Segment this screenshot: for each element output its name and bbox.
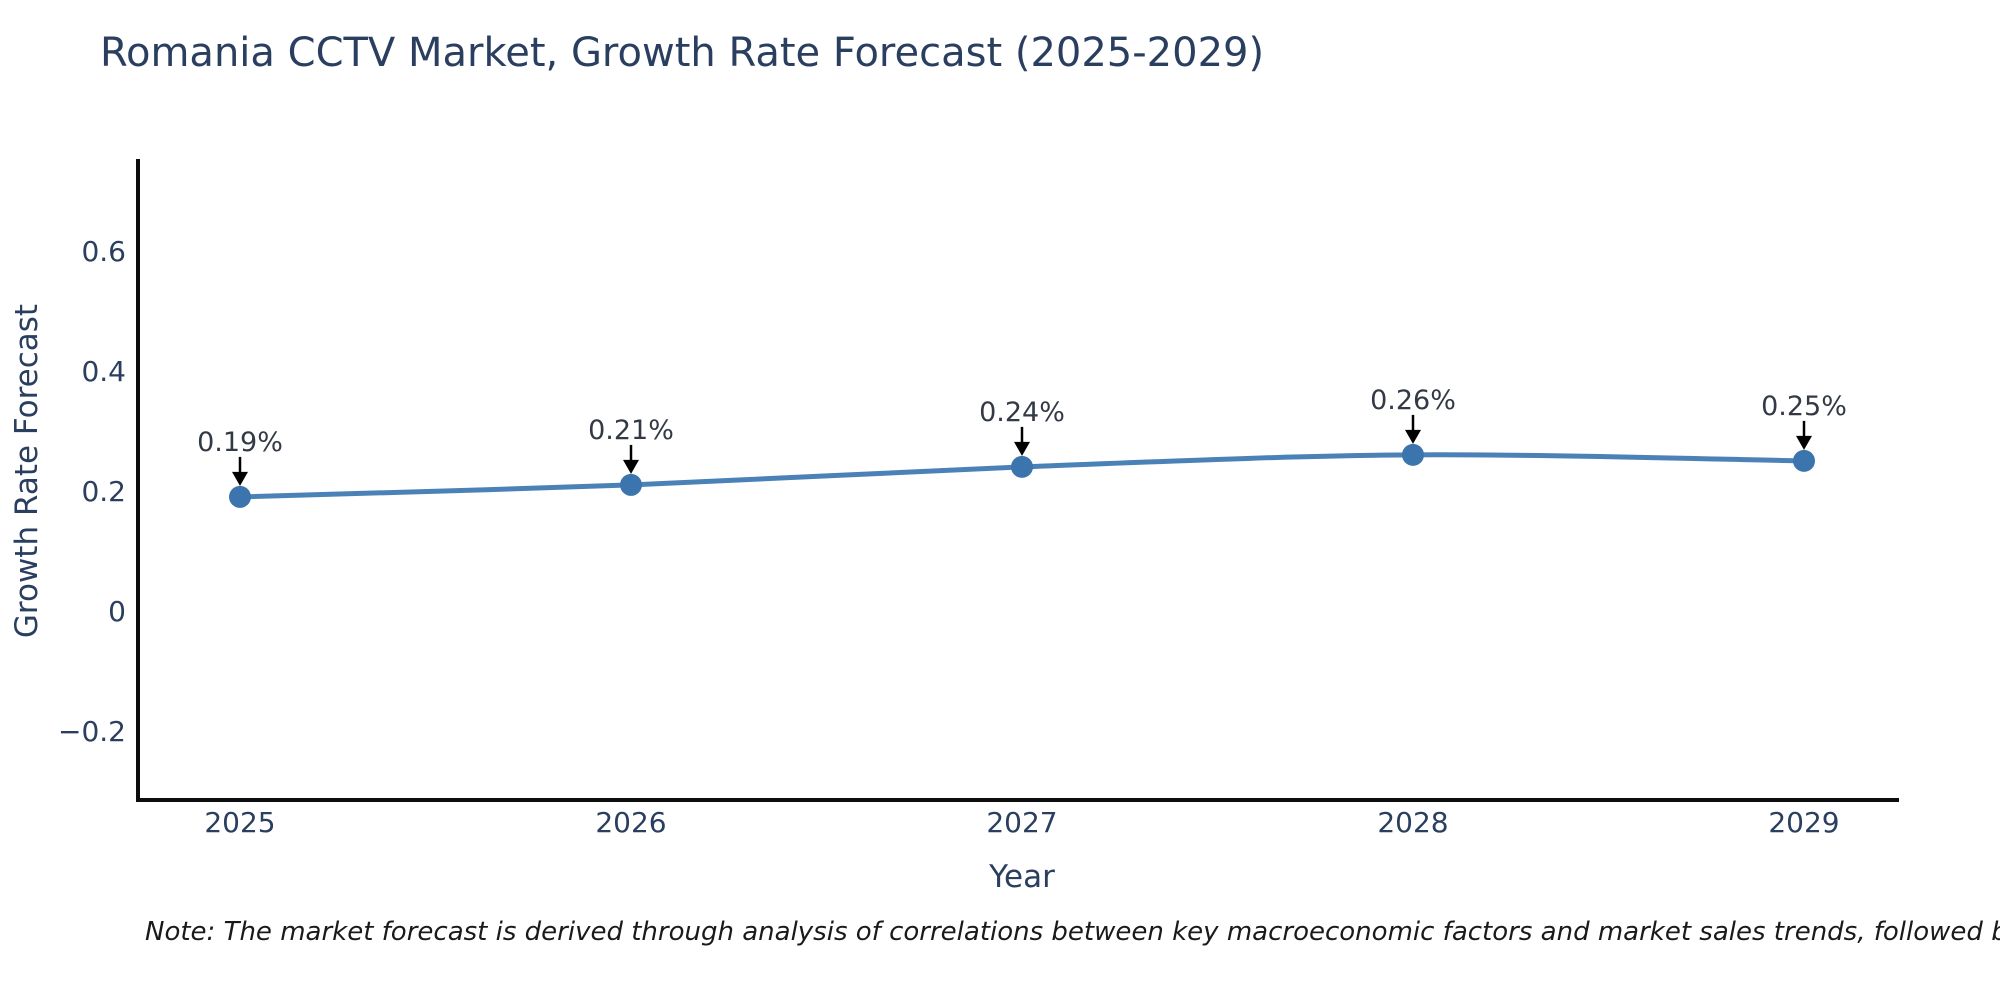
x-tick-label: 2026 (595, 806, 666, 839)
y-tick-label: 0.2 (81, 475, 126, 508)
y-tick-label: 0.6 (81, 235, 126, 268)
data-point-marker (1793, 449, 1815, 472)
annotation-arrowhead (1796, 435, 1812, 450)
data-point-marker (1011, 455, 1033, 478)
annotation-label: 0.24% (979, 397, 1065, 428)
annotation-arrowhead (623, 459, 639, 474)
data-point-marker (620, 473, 642, 496)
x-tick-label: 2025 (204, 806, 275, 839)
chart-title: Romania CCTV Market, Growth Rate Forecas… (100, 30, 1265, 76)
x-tick-label: 2029 (1768, 806, 1839, 839)
y-tick-label: 0.4 (81, 355, 126, 388)
y-tick-label: 0 (108, 595, 126, 628)
annotation-arrowhead (1014, 441, 1030, 456)
annotation-arrowhead (1405, 429, 1421, 444)
x-tick-label: 2028 (1377, 806, 1448, 839)
y-tick-label: −0.2 (58, 715, 126, 748)
annotation-label: 0.26% (1370, 385, 1456, 416)
annotation-label: 0.21% (588, 415, 674, 446)
data-point-marker (1402, 443, 1424, 466)
footnote: Note: The market forecast is derived thr… (145, 917, 2000, 947)
x-axis-title: Year (989, 859, 1055, 895)
annotation-label: 0.25% (1761, 391, 1847, 422)
data-point-marker (229, 485, 251, 508)
x-tick-label: 2027 (986, 806, 1057, 839)
annotation-arrowhead (232, 471, 248, 486)
annotation-label: 0.19% (197, 427, 283, 458)
